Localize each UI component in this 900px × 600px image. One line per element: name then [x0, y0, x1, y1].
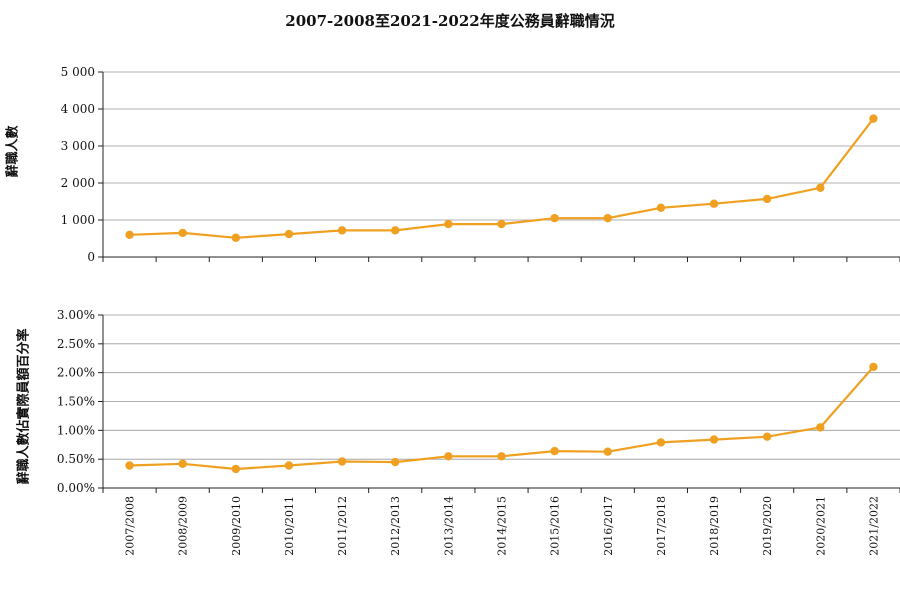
- bottom-data-point: [762, 432, 772, 441]
- x-tick-label: 2018/2019: [708, 496, 721, 556]
- x-tick-label: 2021/2022: [867, 496, 880, 556]
- top-chart-panel: 0 1 000 2 000 3 000 4 000 5 000: [61, 65, 900, 264]
- x-tick-label: 2017/2018: [655, 496, 668, 556]
- top-data-point: [656, 203, 666, 212]
- bottom-data-point: [125, 461, 134, 470]
- bottom-data-point: [444, 452, 453, 461]
- x-tick-label: 2014/2015: [496, 496, 509, 556]
- x-tick-label: 2010/2011: [283, 496, 296, 556]
- x-tick-label: 2011/2012: [336, 496, 349, 556]
- top-y-tick-label: 1 000: [61, 213, 95, 227]
- x-tick-label: 2015/2016: [549, 496, 562, 556]
- bottom-data-point: [869, 362, 878, 372]
- x-tick-label: 2012/2013: [389, 496, 402, 556]
- top-data-point: [550, 213, 559, 223]
- top-data-point: [762, 194, 772, 204]
- bottom-y-tick-label: 0.00%: [57, 481, 95, 495]
- bottom-data-point: [656, 438, 666, 447]
- x-axis-tick-labels: 2007/2008 2008/2009 2009/2010 2010/2011 2011…: [124, 496, 881, 556]
- bottom-data-point: [550, 446, 559, 456]
- bottom-data-point: [337, 457, 347, 466]
- bottom-y-tick-label: 1.00%: [57, 423, 95, 437]
- top-data-point: [444, 219, 453, 229]
- top-data-point: [231, 233, 241, 242]
- top-data-point: [497, 219, 506, 229]
- bottom-data-point: [231, 464, 241, 474]
- top-data-point: [391, 226, 400, 235]
- top-data-point: [709, 199, 719, 208]
- x-tick-label: 2009/2010: [230, 496, 243, 556]
- bottom-data-point: [391, 457, 400, 467]
- x-tick-label: 2008/2009: [177, 496, 190, 556]
- bottom-y-tick-label: 1.50%: [57, 395, 95, 409]
- bottom-y-tick-label: 2.50%: [57, 337, 95, 351]
- top-data-point: [816, 183, 825, 193]
- top-data-point: [337, 226, 347, 235]
- top-y-tick-label: 5 000: [61, 65, 95, 79]
- bottom-data-point: [178, 459, 187, 468]
- bottom-data-point: [709, 435, 719, 444]
- bottom-data-point: [497, 452, 506, 461]
- x-tick-label: 2013/2014: [442, 496, 455, 556]
- top-data-point: [603, 213, 612, 223]
- bottom-y-tick-label: 0.50%: [57, 452, 95, 466]
- bottom-data-point: [816, 423, 825, 432]
- top-y-tick-label: 0: [87, 250, 95, 264]
- top-data-point: [178, 228, 187, 238]
- bottom-chart-panel: 0.00% 0.50% 1.00% 1.50% 2.00% 2.50% 3.00%: [57, 308, 900, 495]
- x-tick-label: 2016/2017: [602, 496, 615, 556]
- x-tick-label: 2007/2008: [124, 496, 137, 556]
- x-tick-label: 2019/2020: [761, 496, 774, 556]
- top-data-point: [869, 114, 878, 123]
- bottom-data-point: [603, 447, 612, 456]
- bottom-y-tick-label: 2.00%: [57, 366, 95, 380]
- top-data-point: [125, 230, 134, 239]
- top-y-tick-label: 4 000: [61, 102, 95, 116]
- top-y-tick-label: 3 000: [61, 139, 95, 153]
- x-tick-label: 2020/2021: [814, 496, 827, 556]
- bottom-data-point: [284, 461, 294, 470]
- top-data-point: [284, 229, 294, 239]
- top-y-tick-label: 2 000: [61, 176, 95, 190]
- bottom-y-tick-label: 3.00%: [57, 308, 95, 322]
- chart-title: 2007-2008至2021-2022年度公務員辭職情況: [285, 12, 615, 30]
